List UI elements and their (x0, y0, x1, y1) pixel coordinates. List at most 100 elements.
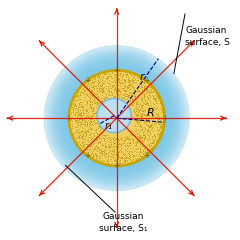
Point (98, 89, 102, 93)
Point (130, 103, 134, 107)
Point (97, 87, 101, 90)
Point (143, 132, 147, 135)
Point (78, 93, 82, 96)
Point (106, 74, 110, 78)
Point (101, 74, 104, 78)
Point (106, 84, 110, 88)
Point (75, 121, 79, 125)
Point (149, 124, 152, 127)
Point (106, 154, 110, 157)
Point (95, 135, 99, 139)
Point (118, 156, 122, 160)
Point (88, 140, 92, 144)
Point (102, 153, 106, 157)
Point (86, 129, 90, 132)
Point (142, 137, 146, 140)
Point (100, 90, 104, 94)
Point (101, 129, 105, 133)
Point (135, 94, 139, 97)
Point (75, 136, 79, 140)
Point (117, 80, 121, 84)
Point (144, 84, 148, 88)
Point (121, 88, 125, 92)
Point (145, 90, 149, 94)
Point (129, 91, 133, 95)
Point (142, 133, 146, 137)
Point (97, 148, 101, 152)
Circle shape (62, 64, 171, 173)
Point (121, 96, 125, 100)
Point (137, 119, 141, 123)
Point (150, 145, 154, 149)
Circle shape (108, 109, 126, 127)
Point (142, 92, 146, 96)
Point (144, 84, 148, 88)
Point (85, 109, 89, 113)
Point (119, 136, 123, 140)
Point (102, 81, 106, 85)
Point (73, 98, 77, 102)
Point (155, 102, 158, 105)
Point (130, 152, 134, 156)
Point (109, 75, 113, 79)
Point (140, 97, 144, 101)
Point (126, 83, 130, 87)
Point (128, 72, 132, 76)
Point (154, 98, 157, 102)
Point (86, 136, 90, 139)
Point (153, 93, 157, 96)
Point (92, 131, 96, 135)
Point (160, 122, 163, 126)
Point (118, 142, 122, 145)
Point (87, 86, 91, 90)
Point (105, 158, 109, 162)
Circle shape (91, 93, 142, 144)
Point (144, 150, 148, 154)
Point (94, 128, 98, 132)
Point (76, 105, 79, 108)
Point (98, 132, 102, 136)
Point (113, 157, 117, 161)
Point (96, 103, 100, 107)
Point (147, 137, 150, 141)
Point (137, 82, 141, 86)
Point (75, 94, 79, 97)
Point (142, 84, 146, 88)
Point (78, 120, 81, 124)
Point (146, 103, 150, 107)
Point (128, 157, 132, 161)
Point (77, 135, 81, 139)
Point (85, 85, 89, 89)
Point (111, 145, 115, 149)
Point (113, 77, 117, 81)
Point (149, 141, 153, 145)
Point (113, 88, 117, 92)
Point (155, 128, 159, 132)
Point (111, 140, 114, 144)
Point (142, 89, 146, 92)
Point (100, 83, 104, 87)
Point (121, 96, 125, 100)
Point (153, 115, 157, 119)
Point (111, 136, 115, 140)
Point (88, 79, 92, 83)
Point (125, 144, 129, 147)
Point (147, 142, 150, 146)
Point (95, 121, 99, 125)
Point (106, 161, 109, 165)
Point (128, 90, 132, 94)
Point (150, 106, 154, 110)
Point (157, 122, 161, 126)
Point (142, 84, 146, 88)
Point (96, 78, 100, 82)
Point (133, 110, 137, 114)
Point (98, 140, 102, 144)
Point (78, 96, 81, 100)
Point (76, 140, 80, 144)
Point (136, 105, 140, 108)
Point (104, 76, 108, 80)
Point (123, 78, 127, 82)
Point (114, 91, 118, 95)
Point (95, 120, 99, 124)
Point (97, 100, 101, 104)
